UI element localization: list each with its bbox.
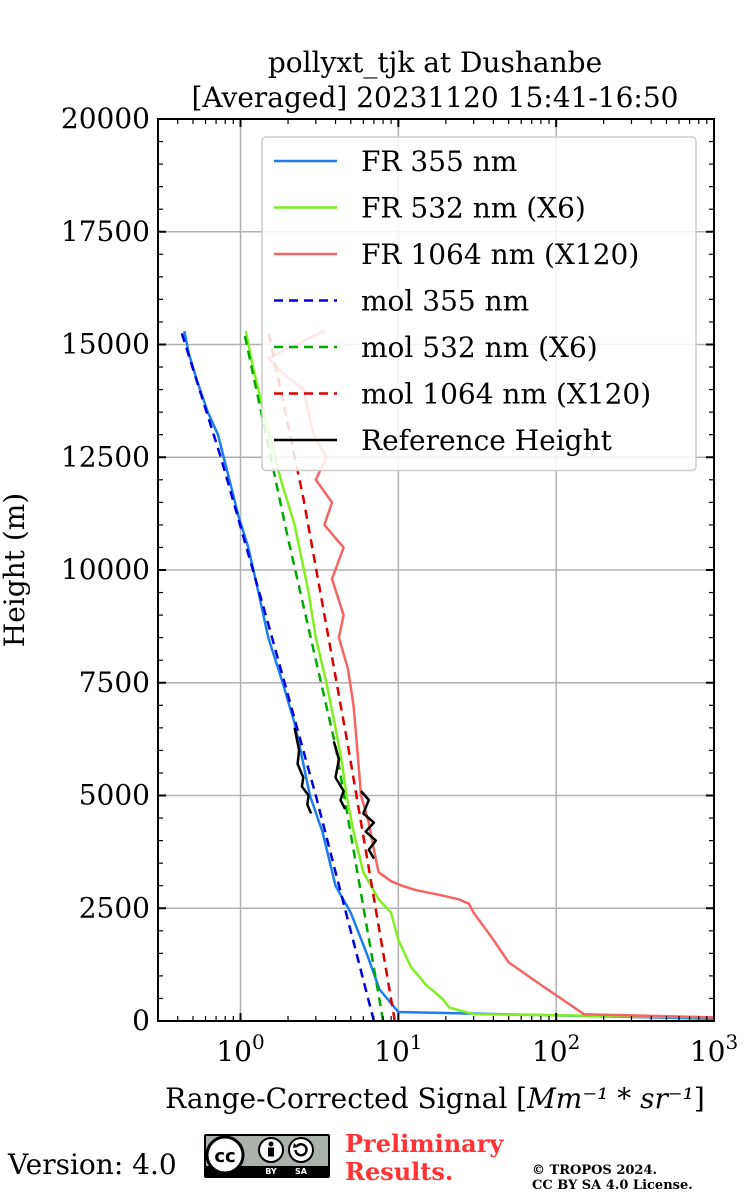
legend-label-fr-1064-nm-x120: FR 1064 nm (X120) bbox=[361, 238, 639, 271]
y-tick-label: 20000 bbox=[61, 102, 150, 135]
version-label: Version: 4.0 bbox=[8, 1148, 177, 1181]
series-group bbox=[179, 329, 715, 1022]
x-tick-label: 100 bbox=[216, 1030, 264, 1068]
x-axis-label-unit: Mm⁻¹ * sr⁻¹ bbox=[526, 1082, 694, 1115]
series-reference-height-segment bbox=[332, 741, 347, 810]
legend: FR 355 nm FR 532 nm (X6) FR 1064 nm (X120)… bbox=[261, 136, 697, 472]
sa-icon bbox=[288, 1137, 314, 1163]
y-tick-label: 5000 bbox=[79, 779, 150, 812]
y-axis-label: Height (m) bbox=[0, 493, 31, 647]
y-tick-label: 7500 bbox=[79, 666, 150, 699]
chart: pollyxt_tjk at Dushanbe [Averaged] 20231… bbox=[0, 46, 738, 1115]
series-reference-height-segment bbox=[293, 727, 313, 814]
x-axis-label-close: ] bbox=[694, 1082, 705, 1115]
legend-label-fr-532-nm-x6: FR 532 nm (X6) bbox=[361, 192, 586, 225]
y-tick-label: 15000 bbox=[61, 328, 150, 361]
x-tick-label: 103 bbox=[690, 1030, 738, 1068]
y-tick-label: 17500 bbox=[61, 215, 150, 248]
y-tick-label: 0 bbox=[132, 1004, 150, 1037]
y-tick-label: 10000 bbox=[61, 553, 150, 586]
series-mol-355-nm bbox=[179, 330, 376, 1022]
legend-box bbox=[261, 136, 697, 472]
series-fr-532-nm-x6 bbox=[244, 330, 715, 1019]
cc-by-sa-badge: cc BY SA bbox=[204, 1134, 330, 1178]
x-axis-label-text: Range-Corrected Signal [ bbox=[165, 1082, 527, 1115]
y-tick-label: 2500 bbox=[79, 891, 150, 924]
legend-label-fr-355-nm: FR 355 nm bbox=[361, 145, 517, 178]
axis-ticks: 0 2500 5000 7500 10000 12500 15000 17500 20000 10… bbox=[61, 102, 738, 1068]
x-tick-label: 101 bbox=[374, 1030, 422, 1068]
chart-title-line1: pollyxt_tjk at Dushanbe bbox=[268, 46, 602, 79]
chart-title-line2: [Averaged] 20231120 15:41-16:50 bbox=[192, 81, 679, 114]
copyright-line1: © TROPOS 2024. bbox=[532, 1163, 658, 1178]
sa-label: SA bbox=[295, 1167, 308, 1176]
series-reference-height-segment bbox=[360, 790, 378, 860]
copyright-notice: © TROPOS 2024. CC BY SA 4.0 License. bbox=[532, 1163, 693, 1193]
preliminary-line1: Preliminary bbox=[345, 1129, 504, 1158]
preliminary-notice: Preliminary Results. bbox=[345, 1130, 503, 1186]
y-tick-label: 12500 bbox=[61, 440, 150, 473]
x-axis-label: Range-Corrected Signal [Mm⁻¹ * sr⁻¹] bbox=[165, 1082, 705, 1115]
x-tick-label: 102 bbox=[532, 1030, 580, 1068]
series-mol-532-nm-x6 bbox=[242, 330, 385, 1022]
series-fr-355-nm bbox=[183, 330, 715, 1020]
legend-label-mol-355-nm: mol 355 nm bbox=[361, 285, 529, 318]
legend-label-mol-532-nm-x6: mol 532 nm (X6) bbox=[361, 331, 598, 364]
by-label: BY bbox=[265, 1167, 277, 1176]
legend-label-reference-height: Reference Height bbox=[361, 424, 613, 457]
copyright-line2: CC BY SA 4.0 License. bbox=[532, 1178, 693, 1193]
legend-label-mol-1064-nm-x120: mol 1064 nm (X120) bbox=[361, 378, 651, 411]
preliminary-line2: Results. bbox=[345, 1157, 454, 1186]
cc-logo-text: cc bbox=[214, 1146, 235, 1167]
